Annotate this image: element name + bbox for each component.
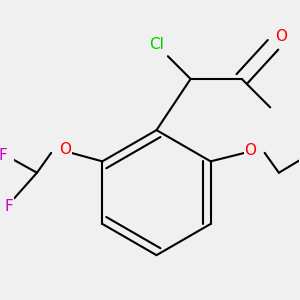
Text: F: F: [4, 199, 13, 214]
Text: Cl: Cl: [149, 37, 164, 52]
Text: O: O: [59, 142, 71, 158]
Text: O: O: [276, 29, 288, 44]
Text: O: O: [244, 142, 256, 158]
Text: F: F: [0, 148, 7, 163]
